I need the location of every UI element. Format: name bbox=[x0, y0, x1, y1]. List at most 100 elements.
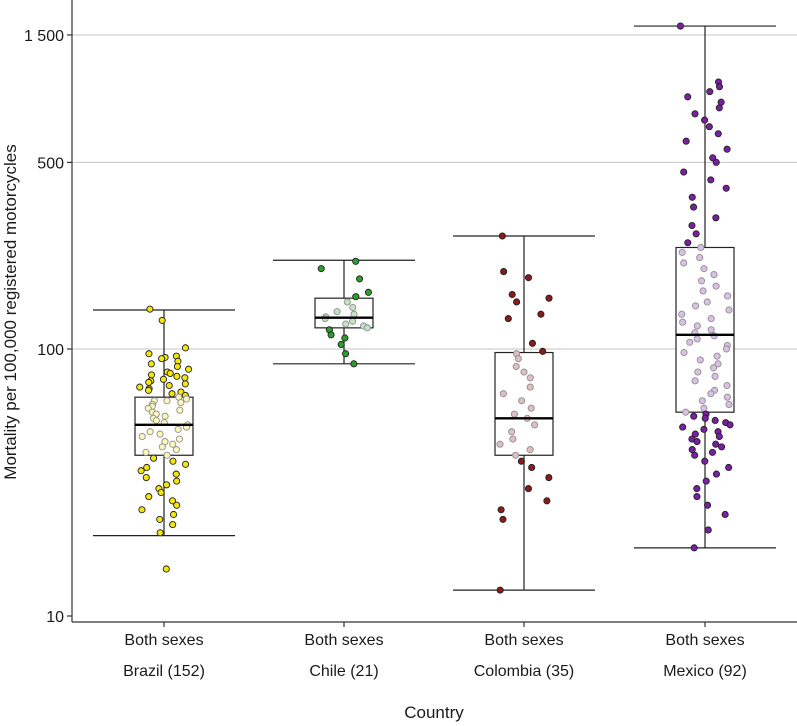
data-point bbox=[697, 277, 706, 285]
data-point bbox=[678, 310, 686, 318]
data-point bbox=[524, 274, 533, 282]
y-tick-label: 500 bbox=[37, 155, 64, 172]
data-point bbox=[707, 315, 715, 323]
data-point bbox=[543, 497, 551, 505]
boxes bbox=[93, 25, 776, 591]
data-point bbox=[707, 390, 715, 398]
data-point bbox=[156, 430, 164, 438]
data-point bbox=[526, 383, 534, 391]
data-point bbox=[701, 414, 709, 422]
data-point bbox=[518, 397, 526, 405]
data-point bbox=[499, 390, 507, 398]
data-point bbox=[703, 298, 711, 306]
data-point bbox=[352, 293, 360, 301]
data-point bbox=[144, 386, 153, 394]
data-point bbox=[700, 265, 708, 273]
data-point bbox=[693, 485, 701, 493]
data-point bbox=[723, 145, 731, 153]
y-axis-title: Mortality per 100,000 registered motorcy… bbox=[1, 144, 20, 479]
data-point bbox=[711, 372, 719, 380]
data-point bbox=[725, 400, 733, 408]
data-point bbox=[166, 369, 174, 377]
data-point bbox=[726, 421, 734, 429]
data-point bbox=[707, 326, 715, 334]
data-point bbox=[526, 374, 534, 382]
data-point bbox=[509, 435, 517, 443]
data-point bbox=[173, 501, 181, 509]
data-point bbox=[172, 446, 180, 454]
x-tick-label-sex: Both sexes bbox=[665, 632, 744, 649]
data-point bbox=[496, 440, 504, 448]
data-point bbox=[168, 390, 176, 398]
data-point bbox=[682, 137, 690, 145]
data-point bbox=[680, 259, 688, 267]
data-point bbox=[706, 88, 714, 96]
data-point bbox=[337, 340, 345, 349]
y-tick-label: 1 500 bbox=[24, 28, 64, 45]
data-point bbox=[158, 316, 166, 324]
data-point bbox=[145, 493, 153, 501]
data-point bbox=[173, 362, 181, 371]
data-point bbox=[722, 345, 730, 353]
data-point bbox=[712, 470, 720, 478]
data-point bbox=[500, 268, 508, 276]
data-point bbox=[137, 467, 145, 475]
data-point bbox=[185, 365, 193, 373]
data-point bbox=[169, 457, 177, 465]
data-point bbox=[163, 451, 171, 459]
data-point bbox=[142, 448, 150, 456]
data-point bbox=[527, 404, 535, 412]
data-point bbox=[680, 168, 688, 176]
data-point bbox=[349, 303, 357, 312]
data-point bbox=[676, 22, 685, 30]
data-point bbox=[713, 352, 721, 360]
data-point bbox=[156, 515, 164, 523]
labels: 10 100 500 1 500 Both sexes Brazil (152) Both … bbox=[24, 28, 747, 680]
data-point bbox=[696, 254, 704, 262]
data-point bbox=[698, 397, 706, 405]
data-point bbox=[712, 440, 720, 448]
data-point bbox=[707, 176, 715, 184]
data-point bbox=[693, 493, 701, 501]
data-point bbox=[156, 529, 164, 537]
data-point bbox=[181, 374, 189, 382]
data-point bbox=[690, 544, 698, 552]
data-point bbox=[364, 288, 372, 296]
data-point bbox=[718, 443, 726, 451]
data-point bbox=[138, 506, 146, 514]
data-point bbox=[679, 318, 687, 326]
data-point bbox=[342, 350, 350, 358]
data-point bbox=[147, 360, 155, 368]
data-point bbox=[146, 428, 154, 436]
data-point bbox=[697, 243, 705, 252]
data-point bbox=[173, 477, 181, 485]
data-point bbox=[520, 368, 528, 376]
data-point bbox=[528, 463, 536, 472]
data-point bbox=[700, 425, 708, 433]
data-point bbox=[158, 443, 166, 451]
data-point bbox=[513, 298, 521, 306]
data-point bbox=[143, 463, 151, 472]
data-point bbox=[152, 416, 160, 425]
data-point bbox=[177, 399, 185, 407]
data-point bbox=[708, 448, 717, 456]
data-point bbox=[704, 526, 712, 534]
data-point bbox=[678, 248, 686, 256]
data-point bbox=[693, 438, 701, 446]
data-point bbox=[680, 348, 688, 357]
data-point bbox=[499, 515, 507, 523]
data-point bbox=[691, 430, 699, 438]
data-point bbox=[343, 298, 351, 306]
data-point bbox=[173, 372, 181, 380]
data-point bbox=[363, 324, 371, 332]
data-point bbox=[725, 463, 733, 472]
data-point bbox=[688, 446, 696, 454]
data-point bbox=[165, 381, 173, 390]
data-point bbox=[169, 521, 177, 529]
data-point bbox=[712, 214, 720, 222]
data-point bbox=[693, 335, 701, 343]
data-point bbox=[517, 457, 525, 465]
data-point bbox=[692, 302, 700, 310]
data-point bbox=[723, 381, 731, 390]
